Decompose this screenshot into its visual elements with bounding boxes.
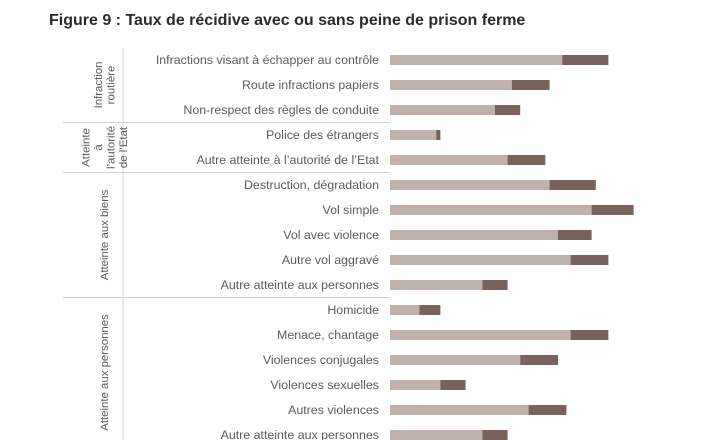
category-label: Infractions visant à échapper au contrôl… — [156, 53, 379, 67]
category-label: Vol simple — [323, 203, 380, 217]
bar-segment-1 — [390, 205, 592, 215]
bar-segment-1 — [390, 55, 563, 65]
bar-segment-2 — [495, 105, 521, 115]
bar-segment-2 — [482, 430, 508, 440]
group-label: l’autorité — [105, 126, 117, 169]
bar-segment-2 — [558, 230, 592, 240]
bar-segment-2 — [528, 405, 567, 415]
category-label: Autres violences — [288, 403, 379, 417]
bar-segment-1 — [390, 355, 521, 365]
bar-segment-1 — [390, 255, 571, 265]
group-label: Atteinte aux personnes — [99, 314, 111, 431]
bar-segment-2 — [549, 180, 596, 190]
group-label: à — [93, 144, 105, 151]
bar-segment-1 — [390, 405, 529, 415]
bar-segment-2 — [570, 330, 609, 340]
bar-segment-2 — [436, 130, 441, 140]
bar-segment-2 — [419, 305, 441, 315]
bar-segment-2 — [570, 255, 609, 265]
category-label: Autre atteinte aux personnes — [221, 428, 379, 440]
bar-segment-1 — [390, 330, 571, 340]
category-label: Violences conjugales — [263, 353, 379, 367]
category-label: Autre atteinte aux personnes — [221, 278, 379, 292]
bar-segment-1 — [390, 305, 420, 315]
bar-segment-1 — [390, 380, 441, 390]
bar-segment-2 — [511, 80, 550, 90]
bar-segment-1 — [390, 155, 508, 165]
bar-segment-2 — [507, 155, 546, 165]
bar-segment-2 — [591, 205, 634, 215]
category-label: Destruction, dégradation — [244, 178, 379, 192]
category-label: Homicide — [327, 303, 379, 317]
category-label: Route infractions papiers — [242, 78, 379, 92]
category-label: Police des étrangers — [266, 128, 379, 142]
bar-segment-1 — [390, 430, 483, 440]
bar-segment-1 — [390, 130, 437, 140]
bar-segment-1 — [390, 180, 550, 190]
bar-segment-1 — [390, 230, 558, 240]
bar-segment-1 — [390, 80, 512, 90]
bar-segment-1 — [390, 280, 483, 290]
bar-segment-2 — [562, 55, 609, 65]
bar-segment-2 — [520, 355, 558, 365]
category-label: Violences sexuelles — [270, 378, 379, 392]
category-label: Menace, chantage — [277, 328, 379, 342]
chart-title: Figure 9 : Taux de récidive avec ou sans… — [49, 12, 526, 29]
group-label: Infraction — [93, 62, 105, 109]
category-label: Autre vol aggravé — [282, 253, 379, 267]
category-label: Non-respect des règles de conduite — [183, 103, 379, 117]
group-label: de l’Etat — [118, 126, 130, 168]
group-label: Atteinte — [80, 128, 92, 167]
group-label: routière — [105, 66, 117, 105]
bar-segment-1 — [390, 105, 495, 115]
group-label: Atteinte aux biens — [99, 189, 111, 280]
bar-segment-2 — [440, 380, 466, 390]
category-label: Autre atteinte à l’autorité de l’Etat — [196, 153, 379, 167]
category-label: Vol avec violence — [283, 228, 379, 242]
bar-segment-2 — [482, 280, 508, 290]
